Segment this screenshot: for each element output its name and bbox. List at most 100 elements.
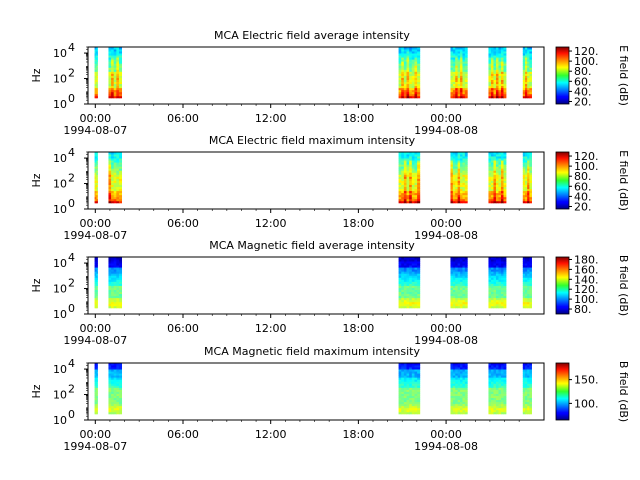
spectro-cell (527, 194, 530, 198)
spectro-cell (490, 93, 494, 97)
spectro-cell (490, 51, 494, 54)
spectro-cell (95, 47, 97, 50)
spectro-cell (452, 154, 456, 157)
spectro-cell (462, 295, 466, 299)
spectro-cell (414, 393, 418, 396)
spectro-cell (116, 403, 120, 407)
spectro-cell (414, 89, 418, 93)
spectro-cell (498, 51, 502, 54)
spectro-cell (493, 87, 497, 91)
spectro-cell (406, 403, 410, 407)
spectro-cell (95, 89, 97, 93)
spectro-cell (460, 259, 463, 262)
spectro-cell (457, 190, 461, 194)
spectro-cell (398, 65, 402, 68)
spectro-cell (503, 403, 507, 407)
spectro-cell (113, 385, 117, 388)
spectro-cell (527, 190, 530, 194)
spectro-cell (500, 377, 504, 380)
spectro-cell (108, 259, 112, 262)
spectro-cell (108, 89, 112, 93)
spectro-cell (464, 57, 468, 60)
spectro-cell (498, 407, 502, 411)
spectro-cell (464, 160, 468, 163)
spectro-cell (401, 81, 405, 85)
spectro-cell (457, 83, 461, 87)
spectro-cell (417, 299, 421, 303)
spectro-cell (457, 176, 461, 179)
spectro-cell (116, 154, 120, 157)
spectro-cell (409, 379, 413, 382)
spectro-cell (417, 55, 421, 58)
spectro-cell (111, 411, 115, 415)
spectro-cell (113, 180, 117, 183)
spectro-cell (525, 77, 528, 80)
spectro-cell (411, 411, 415, 415)
spectro-cell (111, 273, 115, 276)
spectro-cell (500, 73, 504, 76)
spectro-cell (525, 369, 528, 372)
spectro-cell (455, 379, 459, 382)
spectro-cell (495, 369, 499, 372)
spectro-cell (116, 285, 120, 288)
spectro-cell (522, 198, 526, 202)
spectro-cell (398, 291, 402, 295)
spectro-cell (462, 273, 466, 276)
spectro-cell (401, 387, 405, 390)
spectro-cell (464, 369, 468, 372)
spectro-cell (529, 267, 532, 270)
spectro-cell (529, 71, 532, 74)
spectro-cell (116, 51, 120, 54)
spectro-cell (488, 271, 492, 274)
spectro-cell (488, 194, 492, 198)
spectro-cell (503, 281, 507, 284)
spectro-cell (450, 158, 454, 161)
spectro-cell (495, 67, 499, 70)
spectro-cell (495, 363, 499, 366)
spectro-cell (464, 293, 468, 297)
spectro-cell (490, 391, 494, 394)
spectro-cell (493, 259, 497, 262)
spectro-cell (414, 81, 418, 85)
spectro-cell (462, 69, 466, 72)
spectro-cell (462, 174, 466, 177)
spectro-cell (460, 190, 463, 194)
spectro-cell (403, 188, 407, 192)
spectro-cell (414, 267, 418, 270)
spectro-cell (529, 77, 532, 80)
spectro-cell (464, 95, 468, 99)
spectro-cell (118, 389, 123, 392)
spectro-cell (460, 305, 463, 309)
spectro-cell (111, 89, 115, 93)
spectro-cell (450, 299, 454, 303)
spectro-cell (96, 192, 98, 196)
spectro-cell (94, 192, 96, 196)
spectro-cell (500, 291, 504, 295)
spectro-cell (116, 164, 120, 167)
spectro-cell (96, 184, 98, 188)
spectro-cell (398, 273, 402, 276)
spectro-cell (452, 391, 456, 394)
spectro-cell (118, 305, 123, 309)
spectro-cell (490, 192, 494, 196)
spectro-cell (96, 178, 98, 181)
spectro-cell (460, 395, 463, 399)
spectro-cell (498, 385, 502, 388)
spectro-cell (462, 186, 466, 190)
spectro-cell (529, 381, 532, 384)
spectro-cell (529, 269, 532, 272)
spectro-cell (108, 373, 112, 376)
spectro-cell (96, 200, 98, 204)
spectro-cell (464, 301, 468, 305)
spectro-cell (495, 379, 499, 382)
spectro-cell (522, 67, 526, 70)
spectro-cell (457, 166, 461, 169)
spectro-cell (498, 91, 502, 95)
spectro-cell (95, 267, 97, 270)
spectro-cell (452, 269, 456, 272)
spectro-cell (417, 381, 421, 384)
colorbar-tick-label: 160. (574, 263, 599, 276)
spectro-cell (522, 79, 526, 83)
spectro-cell (503, 85, 507, 89)
spectro-cell (527, 192, 530, 196)
